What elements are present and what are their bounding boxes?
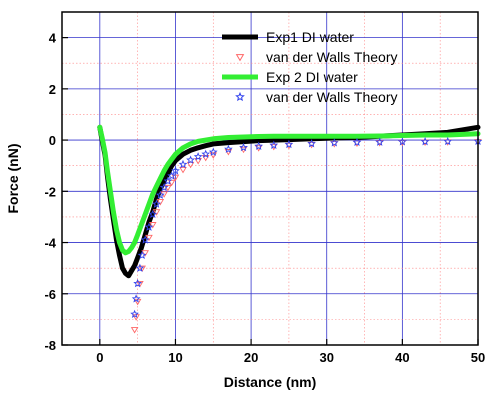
y-tick-label: 4 bbox=[49, 31, 57, 46]
data-point bbox=[164, 184, 172, 192]
y-axis-label: Force (nN) bbox=[5, 144, 21, 214]
data-point bbox=[201, 149, 210, 158]
data-point bbox=[330, 138, 339, 147]
plot-frame bbox=[61, 11, 479, 346]
series-4 bbox=[130, 136, 483, 318]
data-point bbox=[239, 142, 248, 152]
data-point bbox=[254, 141, 264, 150]
x-tick-label: 50 bbox=[471, 350, 485, 365]
series-3 bbox=[97, 124, 481, 256]
data-point bbox=[179, 166, 187, 174]
data-point bbox=[163, 176, 173, 185]
x-tick-label: 10 bbox=[168, 350, 182, 365]
data-point bbox=[307, 139, 316, 148]
data-point bbox=[135, 263, 145, 272]
data-point bbox=[224, 144, 233, 153]
data-point bbox=[152, 199, 161, 208]
legend-label: Exp1 DI water bbox=[266, 29, 354, 45]
data-point bbox=[443, 136, 453, 146]
y-tick-label: -2 bbox=[44, 184, 56, 199]
data-point bbox=[178, 159, 188, 169]
data-point bbox=[420, 137, 430, 146]
data-point bbox=[284, 139, 294, 149]
legend: Exp1 DI water van der Walls Theory Exp 2 D… bbox=[222, 29, 398, 105]
data-point bbox=[167, 179, 176, 187]
data-point bbox=[130, 309, 139, 318]
legend-triangle-swatch bbox=[235, 54, 245, 62]
legend-item: Exp 2 DI water bbox=[222, 69, 358, 85]
data-point bbox=[137, 250, 147, 260]
data-point bbox=[186, 161, 195, 169]
data-point bbox=[171, 166, 180, 175]
data-point bbox=[269, 140, 279, 150]
legend-item: van der Walls Theory bbox=[235, 49, 398, 65]
data-point bbox=[171, 174, 180, 182]
data-point bbox=[159, 182, 169, 192]
y-tick-label: -6 bbox=[44, 287, 56, 302]
data-point bbox=[167, 171, 177, 180]
x-tick-label: 30 bbox=[319, 350, 333, 365]
data-point bbox=[208, 147, 218, 156]
data-point bbox=[130, 327, 139, 334]
data-point bbox=[131, 294, 141, 303]
data-point bbox=[141, 250, 149, 257]
legend-label: van der Walls Theory bbox=[266, 89, 398, 105]
x-tick-label: 0 bbox=[96, 350, 103, 365]
data-point bbox=[148, 209, 158, 219]
x-tick-label: 20 bbox=[244, 350, 258, 365]
legend-label: van der Walls Theory bbox=[266, 49, 398, 65]
data-point bbox=[136, 280, 144, 288]
legend-star-swatch bbox=[235, 91, 245, 102]
data-point bbox=[375, 137, 385, 146]
data-point bbox=[193, 152, 203, 161]
data-point bbox=[133, 278, 143, 288]
y-tick-label: 0 bbox=[49, 133, 56, 148]
y-tick-label: -8 bbox=[44, 338, 56, 353]
data-point bbox=[156, 199, 165, 206]
series-line bbox=[97, 124, 481, 256]
legend-label: Exp 2 DI water bbox=[266, 69, 358, 85]
data-point bbox=[155, 190, 165, 199]
data-point bbox=[209, 152, 218, 159]
y-tick-label: 2 bbox=[49, 82, 56, 97]
data-point bbox=[144, 222, 154, 231]
legend-item: Exp1 DI water bbox=[222, 29, 354, 45]
data-point bbox=[186, 155, 195, 164]
x-axis-label: Distance (nm) bbox=[224, 374, 317, 390]
data-point bbox=[148, 222, 157, 229]
legend-item: van der Walls Theory bbox=[235, 89, 398, 105]
data-point bbox=[145, 234, 153, 242]
series-layer bbox=[97, 124, 483, 334]
data-point bbox=[140, 235, 150, 244]
data-point bbox=[138, 265, 146, 273]
x-tick-label: 40 bbox=[395, 350, 409, 365]
y-tick-label: -4 bbox=[44, 236, 56, 251]
data-point bbox=[152, 209, 161, 216]
data-point bbox=[352, 137, 362, 147]
data-point bbox=[397, 137, 407, 146]
